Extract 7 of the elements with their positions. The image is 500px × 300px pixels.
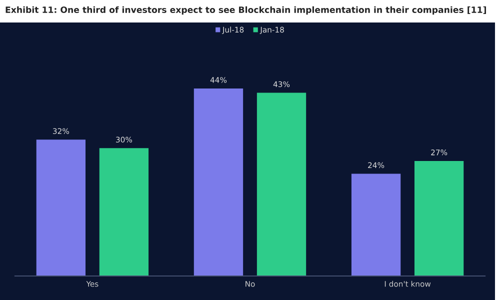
bar xyxy=(194,88,244,276)
bar xyxy=(256,92,306,276)
chart-title: Exhibit 11: One third of investors expect to see Blockchain implementation in their companies [11] xyxy=(6,6,486,15)
bar xyxy=(414,160,464,276)
bar xyxy=(36,140,86,276)
bar xyxy=(99,148,149,276)
bar xyxy=(351,174,401,276)
